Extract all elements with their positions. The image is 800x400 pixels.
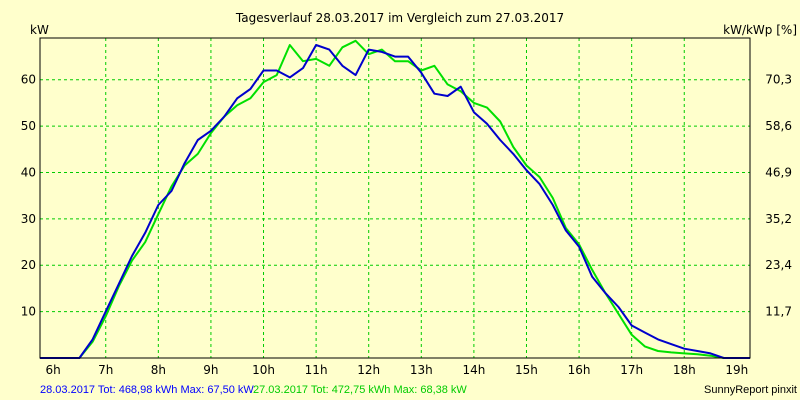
plot-frame (39, 37, 751, 359)
footer-series-1-summary: 28.03.2017 Tot: 468,98 kWh Max: 67,50 kW (40, 384, 254, 396)
y-tick-label-right: 35,2 (765, 212, 792, 226)
x-tick-label: 11h (305, 363, 328, 377)
x-tick-label: 10h (252, 363, 275, 377)
x-tick-label: 15h (515, 363, 538, 377)
x-tick-label: 12h (357, 363, 380, 377)
y-tick-label-right: 46,9 (765, 165, 792, 179)
y-tick-label-left: 10 (21, 305, 36, 319)
y-tick-label-right: 58,6 (765, 119, 792, 133)
y-tick-label-left: 40 (21, 165, 36, 179)
y-tick-label-left: 60 (21, 73, 36, 87)
chart-title: Tagesverlauf 28.03.2017 im Vergleich zum… (235, 11, 564, 25)
x-tick-label: 19h (725, 363, 748, 377)
series-line-2 (40, 39, 750, 359)
x-tick-label: 8h (151, 363, 166, 377)
y-axis-label-left: kW (30, 23, 49, 37)
y-tick-label-left: 20 (21, 258, 36, 272)
series-line-1 (40, 44, 750, 359)
x-tick-label: 6h (46, 363, 61, 377)
tick-label-layer: 6h 7h 8h 9h 10h 11h 12h 13h 14h 15h 16h 17h 18h 19h 10… (21, 73, 792, 377)
x-tick-label: 13h (410, 363, 433, 377)
x-tick-label: 16h (568, 363, 591, 377)
y-axis-label-right: kW/kWp [%] (723, 23, 797, 37)
series-layer (40, 39, 750, 359)
x-tick-label: 7h (98, 363, 113, 377)
x-tick-label: 18h (673, 363, 696, 377)
grid-layer (40, 38, 750, 358)
y-tick-label-right: 23,4 (765, 258, 792, 272)
y-tick-label-left: 30 (21, 212, 36, 226)
x-tick-label: 14h (462, 363, 485, 377)
y-tick-label-right: 70,3 (765, 73, 792, 87)
footer-credit: SunnyReport pinxit (704, 384, 797, 396)
y-tick-label-left: 50 (21, 119, 36, 133)
x-tick-label: 9h (203, 363, 218, 377)
x-tick-label: 17h (620, 363, 643, 377)
footer-series-2-summary: 27.03.2017 Tot: 472,75 kWh Max: 68,38 kW (253, 384, 467, 396)
y-tick-label-right: 11,7 (765, 305, 792, 319)
